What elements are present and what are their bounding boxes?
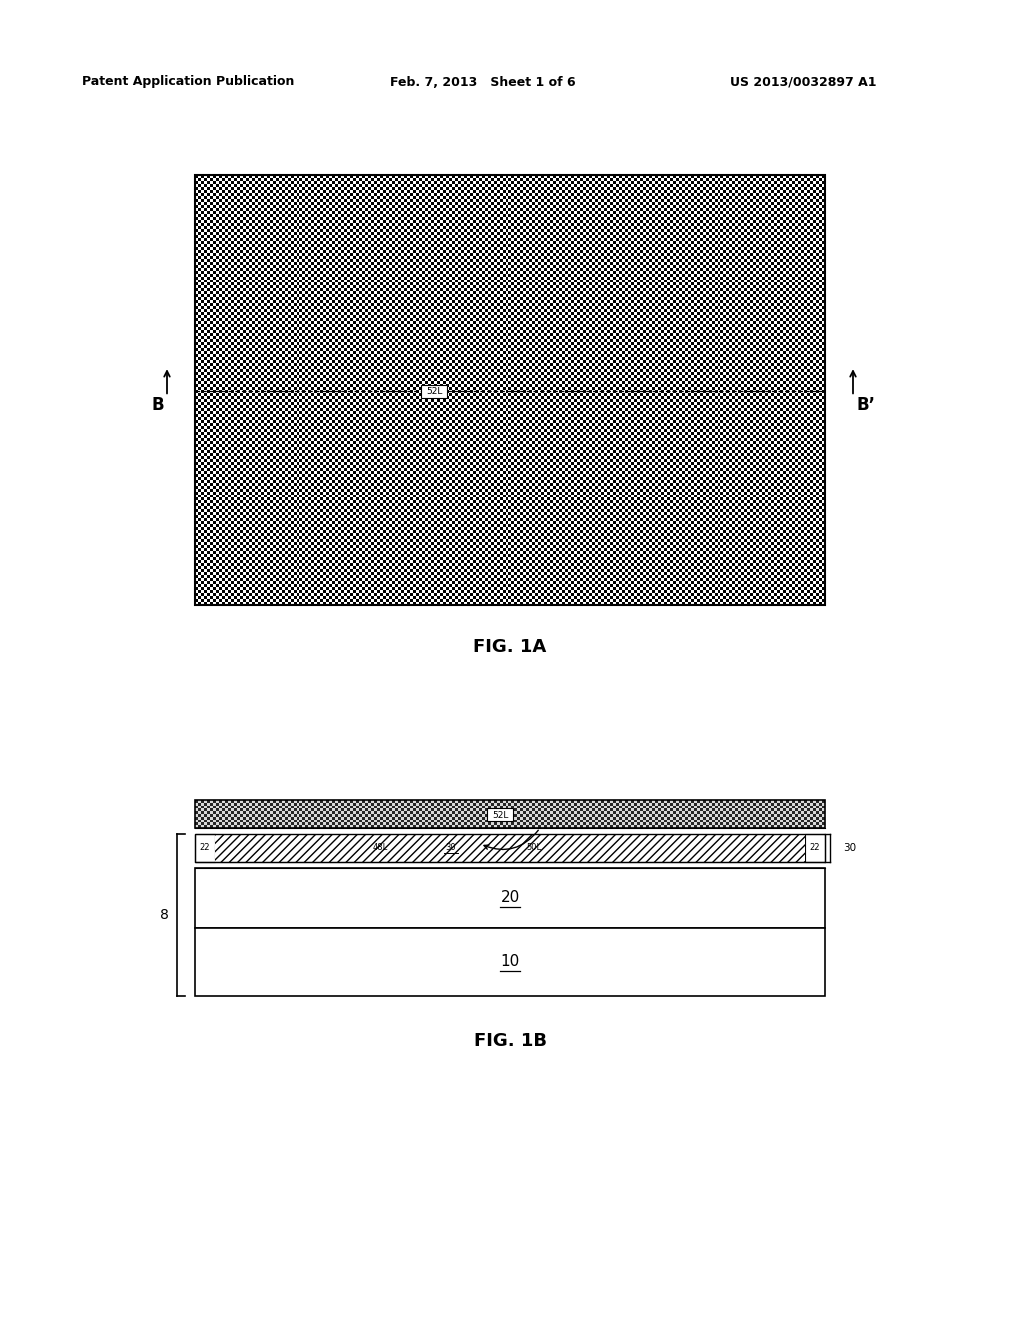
Text: 50L: 50L bbox=[526, 843, 541, 853]
Text: FIG. 1B: FIG. 1B bbox=[473, 1032, 547, 1049]
Text: 22: 22 bbox=[810, 843, 820, 853]
Bar bbox=[805, 834, 825, 862]
Bar bbox=[487, 808, 513, 821]
Bar bbox=[195, 176, 825, 605]
Text: B: B bbox=[152, 396, 164, 414]
Bar bbox=[215, 834, 805, 862]
Bar bbox=[195, 828, 825, 834]
Text: 10: 10 bbox=[501, 954, 519, 969]
Bar bbox=[195, 800, 825, 828]
Bar bbox=[195, 834, 215, 862]
Text: 8: 8 bbox=[160, 908, 169, 921]
Text: 30: 30 bbox=[843, 843, 856, 853]
Text: US 2013/0032897 A1: US 2013/0032897 A1 bbox=[730, 75, 877, 88]
Text: Patent Application Publication: Patent Application Publication bbox=[82, 75, 294, 88]
Text: 52L: 52L bbox=[492, 810, 508, 820]
Text: B’: B’ bbox=[856, 396, 874, 414]
Text: 48L: 48L bbox=[373, 843, 388, 853]
Text: 52L: 52L bbox=[426, 387, 442, 396]
Text: 22: 22 bbox=[200, 843, 210, 853]
Text: FIG. 1A: FIG. 1A bbox=[473, 638, 547, 656]
Text: Feb. 7, 2013   Sheet 1 of 6: Feb. 7, 2013 Sheet 1 of 6 bbox=[390, 75, 575, 88]
Bar bbox=[195, 928, 825, 997]
Bar bbox=[195, 834, 825, 862]
Bar bbox=[422, 385, 447, 397]
Text: 20: 20 bbox=[501, 891, 519, 906]
Text: 30: 30 bbox=[445, 843, 457, 853]
FancyArrowPatch shape bbox=[484, 830, 539, 850]
Bar bbox=[195, 869, 825, 928]
